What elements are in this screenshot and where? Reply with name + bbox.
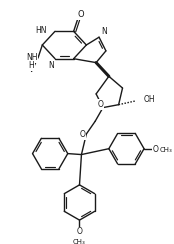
- Text: O: O: [77, 10, 84, 19]
- Text: N: N: [48, 61, 54, 70]
- Text: CH₃: CH₃: [159, 147, 172, 153]
- Text: N: N: [101, 27, 107, 36]
- Text: O: O: [80, 131, 85, 140]
- Text: O: O: [98, 100, 104, 109]
- Text: CH₃: CH₃: [73, 239, 86, 244]
- Text: O: O: [153, 145, 159, 154]
- Text: HN: HN: [36, 26, 47, 35]
- Text: O: O: [77, 227, 82, 236]
- Text: OH: OH: [144, 95, 156, 104]
- Text: H: H: [29, 61, 34, 70]
- Text: NH: NH: [26, 53, 37, 62]
